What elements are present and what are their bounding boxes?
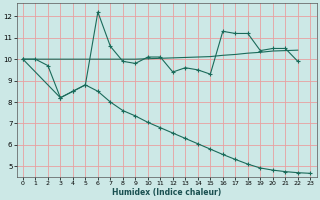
X-axis label: Humidex (Indice chaleur): Humidex (Indice chaleur): [112, 188, 221, 197]
